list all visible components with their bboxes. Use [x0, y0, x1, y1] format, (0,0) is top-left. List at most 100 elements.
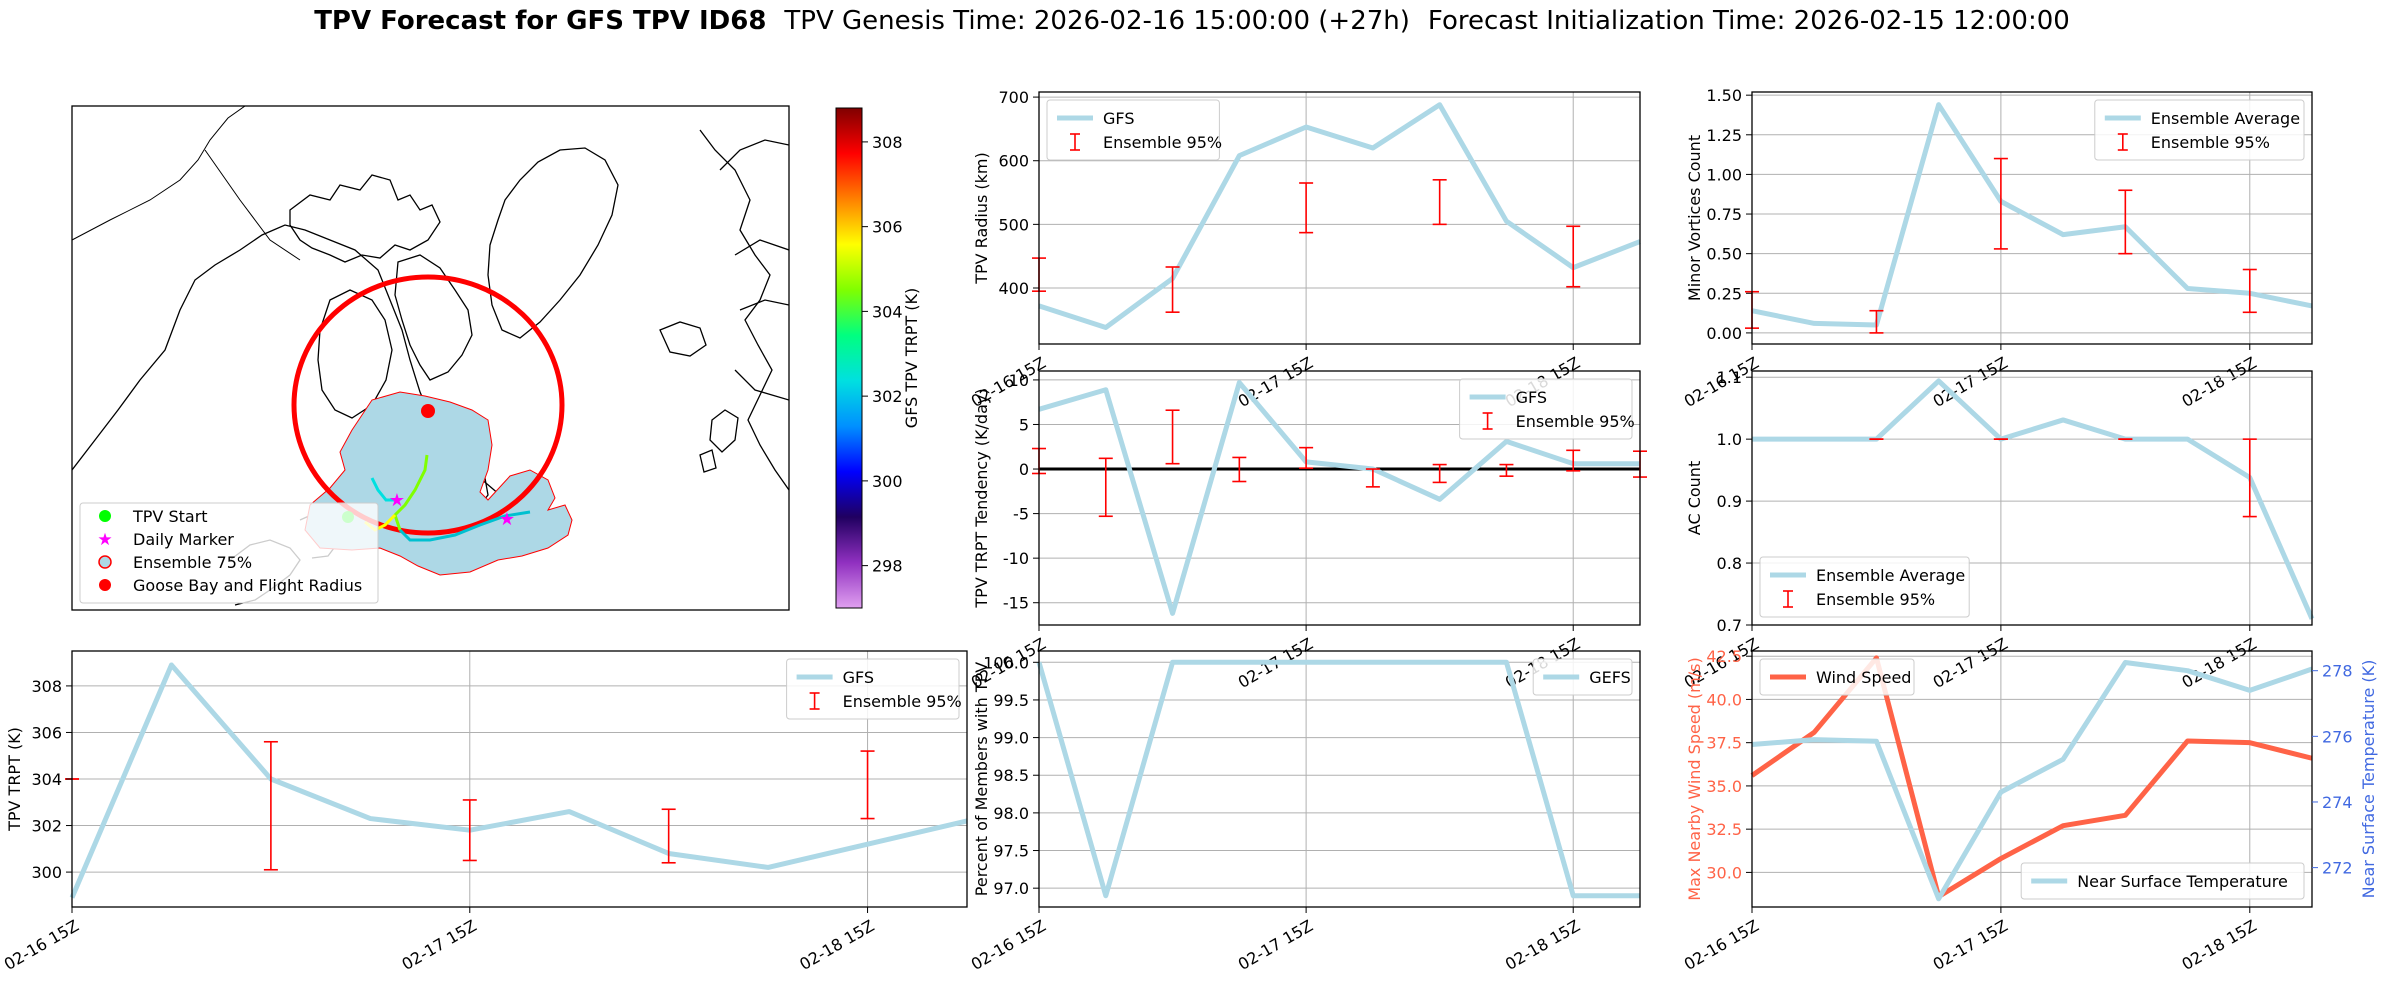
y-axis-label: AC Count — [1685, 461, 1704, 535]
legend: GEFS — [1532, 658, 1633, 696]
ensemble-95-error-bar — [263, 740, 278, 871]
map-legend-box — [79, 502, 379, 604]
coastline-baffin — [394, 254, 473, 381]
legend: Near Surface Temperature — [2020, 862, 2305, 900]
ensemble-95-error-bar — [1299, 182, 1314, 234]
ensemble-95-error-bar — [1566, 449, 1581, 472]
y-tick-label: 1.0 — [1717, 430, 1742, 449]
y-axis-label: TPV TRPT Tendency (K/day) — [972, 388, 991, 608]
daily-marker-2: ★ — [499, 509, 515, 530]
axes-frame — [1751, 650, 2313, 908]
colorbar-tick-label: 306 — [872, 218, 903, 237]
x-tick-label: 02-17 15Z — [1930, 916, 2011, 974]
y-tick-label: 308 — [31, 677, 62, 696]
y-axis-label: TPV Radius (km) — [972, 152, 991, 285]
legend-box — [1759, 658, 1915, 696]
y-right-tick-label: 274 — [2322, 793, 2353, 812]
y-right-tick-label: 278 — [2322, 662, 2353, 681]
series-line-near-surface-temperature — [1751, 659, 2313, 902]
coastline-greenland — [487, 147, 619, 339]
colorbar: 298 300 302 304 306 308 GFS TPV TRPT (K) — [835, 107, 921, 609]
y-axis-label: Percent of Members with TPV — [972, 662, 991, 896]
ensemble-95-error-bar — [1098, 457, 1113, 518]
daily-marker-1: ★ — [389, 490, 405, 511]
y-tick-label: 300 — [31, 863, 62, 882]
border-line-2 — [204, 149, 301, 261]
legend-box — [1459, 378, 1633, 440]
legend-label: Wind Speed — [1816, 668, 1911, 687]
tpv-track-segment-2 — [370, 477, 396, 502]
legend-label: Ensemble Average — [1816, 566, 1965, 585]
y-tick-label: 0.25 — [1706, 284, 1742, 303]
legend-label: Ensemble Average — [2151, 109, 2300, 128]
ensemble-95-error-bar — [1432, 179, 1447, 226]
ensemble-95-error-bar — [462, 799, 477, 862]
chart-trpt: 300 302 304 306 308 TPV TRPT (K) 02-16 15Z 02-1… — [1, 650, 968, 974]
y-tick-label: 30.0 — [1706, 863, 1742, 882]
y-tick-label: 99.5 — [993, 691, 1029, 710]
y-right-tick-label: 272 — [2322, 859, 2353, 878]
border-line — [72, 106, 246, 241]
y-tick-label: 98.5 — [993, 766, 1029, 785]
y-tick-label: 100.0 — [983, 653, 1029, 672]
ensemble-95-error-bar — [860, 750, 875, 820]
title-main: TPV Forecast for GFS TPV ID68 — [314, 6, 767, 36]
series-line-gfs — [69, 662, 968, 899]
y-tick-label: 99.0 — [993, 729, 1029, 748]
series-line-gefs — [1036, 659, 1640, 899]
ensemble-95-error-bar — [1365, 468, 1380, 488]
ensemble-95-error-bar — [1869, 309, 1884, 334]
y-tick-label: 0 — [1019, 460, 1029, 479]
legend: Wind Speed — [1759, 658, 1915, 696]
legend-goose-bay-icon — [99, 579, 111, 591]
ensemble-95-error-bar — [1566, 225, 1581, 288]
y-tick-label: 304 — [31, 770, 62, 789]
legend-tpv-start-icon — [99, 510, 111, 522]
map-frame — [71, 105, 790, 611]
x-tick-label: 02-17 15Z — [1235, 916, 1316, 974]
series-line-gfs — [1038, 380, 1640, 616]
tpv-track-segment-3 — [398, 510, 531, 542]
legend-goose-bay: Goose Bay and Flight Radius — [133, 576, 362, 595]
legend-box — [1046, 99, 1220, 161]
colorbar-strip — [835, 107, 863, 609]
legend-label: GFS — [1516, 388, 1547, 407]
ensemble-95-error-bar — [2118, 189, 2133, 255]
legend: GFS Ensemble 95% — [786, 658, 962, 720]
legend-daily-marker: Daily Marker — [133, 530, 234, 549]
y-tick-label: 0.75 — [1706, 205, 1742, 224]
y-tick-label: 32.5 — [1706, 820, 1742, 839]
y-tick-label: 97.5 — [993, 842, 1029, 861]
y-tick-label: 1.1 — [1717, 368, 1742, 387]
legend-box — [2094, 99, 2305, 161]
coastline-uk — [699, 409, 739, 473]
coastline-iceland — [659, 321, 707, 357]
x-tick-label: 02-18 15Z — [796, 916, 877, 974]
ensemble-95-error-bar — [1993, 157, 2008, 250]
legend-box — [1532, 658, 1633, 696]
legend-label: Ensemble 95% — [843, 692, 962, 711]
legend-daily-marker-icon: ★ — [97, 530, 112, 550]
ensemble-95-error-bar — [1165, 266, 1180, 313]
axes-frame — [1751, 91, 2313, 345]
legend-box — [2020, 862, 2305, 900]
axes-frame — [1038, 370, 1641, 626]
colorbar-tick-label: 298 — [872, 557, 903, 576]
legend-label: Near Surface Temperature — [2077, 872, 2288, 891]
y-tick-label: 306 — [31, 723, 62, 742]
y-tick-label: 98.0 — [993, 804, 1029, 823]
y-tick-label: 0.8 — [1717, 554, 1742, 573]
legend-label: GFS — [1103, 109, 1134, 128]
legend-label: Ensemble 95% — [1816, 590, 1935, 609]
y-tick-label: 700 — [998, 88, 1029, 107]
ensemble-95-error-bar — [1499, 463, 1514, 477]
figure-title: TPV Forecast for GFS TPV ID68 TPV Genesis… — [0, 6, 2384, 36]
y-tick-label: 400 — [998, 279, 1029, 298]
y-axis-label: Minor Vortices Count — [1685, 135, 1704, 301]
legend-box — [1759, 556, 1970, 618]
series-line-gfs — [1038, 102, 1641, 330]
